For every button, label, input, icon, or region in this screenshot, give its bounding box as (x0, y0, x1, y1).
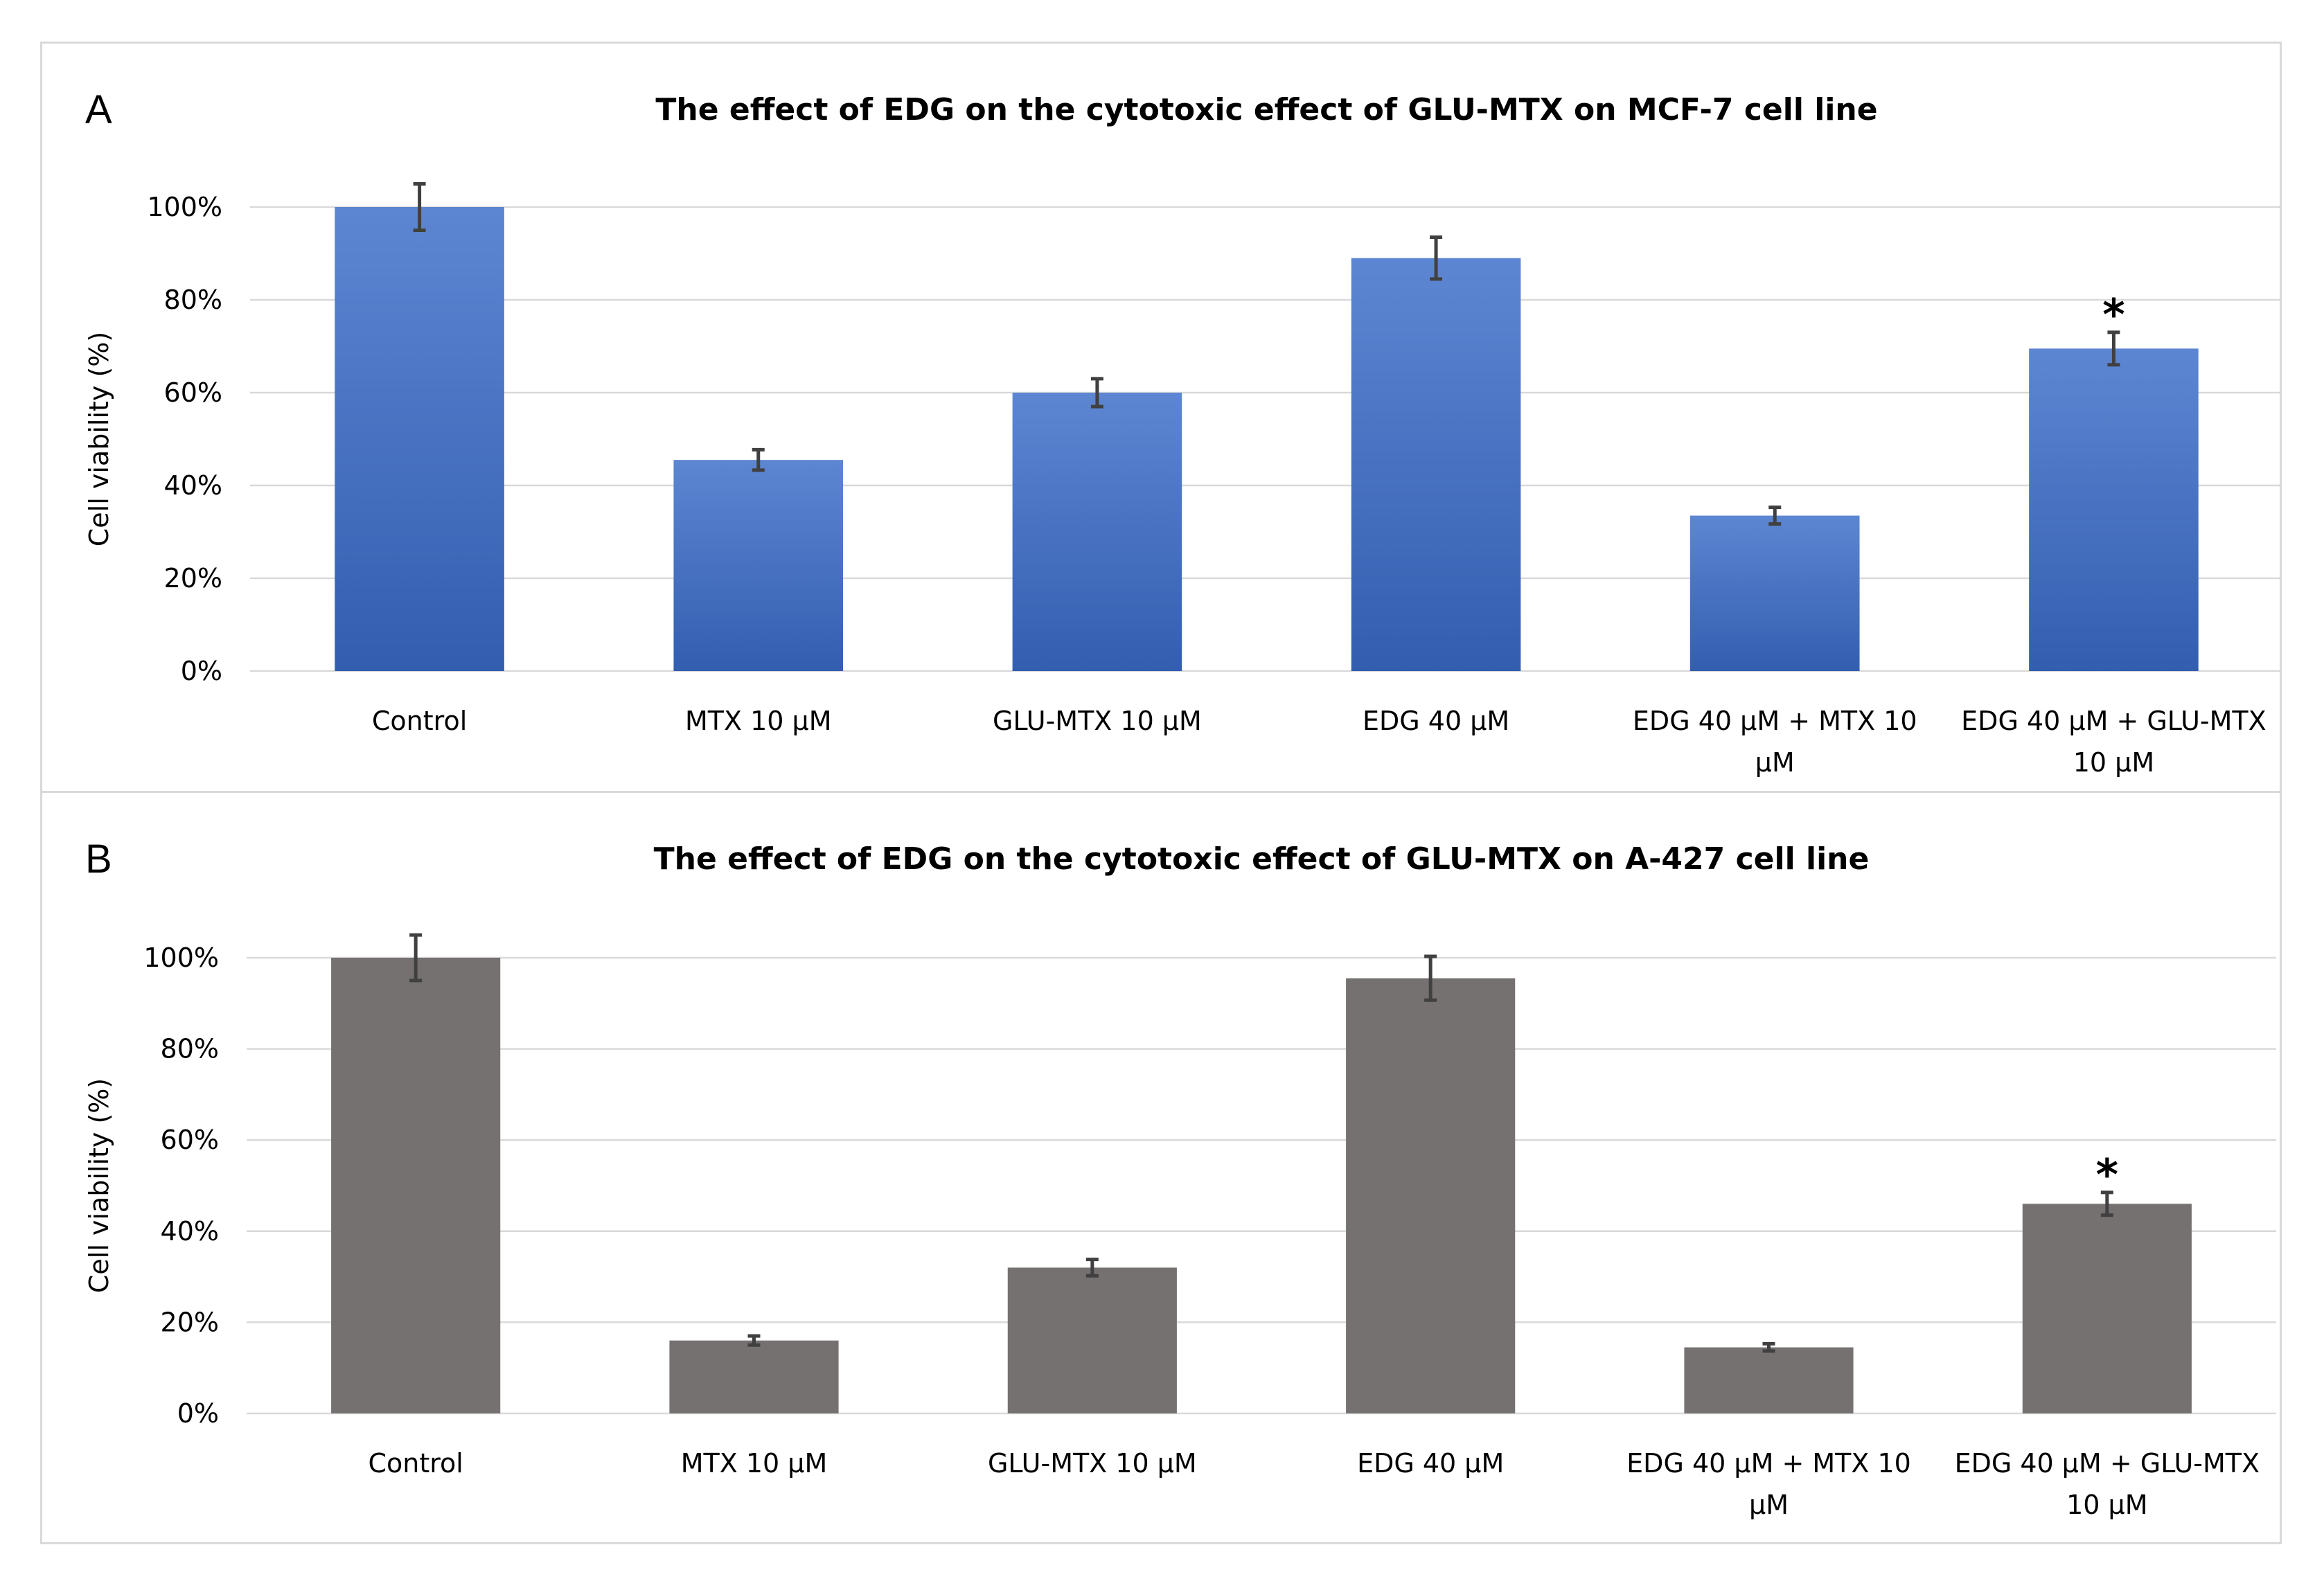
bar (1007, 1267, 1177, 1413)
y-tick-label: 20% (164, 563, 222, 593)
y-tick-label: 100% (143, 943, 219, 973)
y-tick-label: 80% (161, 1034, 219, 1064)
chart-b: B The effect of EDG on the cytotoxic effe… (84, 837, 2276, 1520)
chart-a: A The effect of EDG on the cytotoxic effe… (84, 87, 2280, 778)
bar (1689, 515, 1860, 671)
bar (335, 207, 504, 671)
bar (2022, 1204, 2192, 1413)
y-tick-label: 40% (161, 1216, 219, 1247)
x-category-label: EDG 40 μM (1363, 706, 1509, 736)
bar (1684, 1347, 1854, 1413)
bar (1012, 393, 1182, 671)
significance-marker: * (2102, 289, 2125, 340)
panel-letter: B (85, 837, 112, 882)
bar (331, 958, 501, 1413)
panel-letter: A (85, 87, 112, 132)
x-category-label: EDG 40 μM + MTX 10 (1626, 1448, 1911, 1479)
chart-title: The effect of EDG on the cytotoxic effec… (655, 92, 1877, 127)
y-axis-label: Cell viability (%) (84, 332, 114, 546)
x-category-label: EDG 40 μM + GLU-MTX (1961, 706, 2266, 736)
bar (1351, 258, 1521, 671)
x-category-label: μM (1749, 1490, 1789, 1520)
bar (1346, 978, 1516, 1413)
y-tick-label: 60% (164, 377, 222, 408)
y-tick-label: 0% (177, 1398, 219, 1429)
panel-a: A The effect of EDG on the cytotoxic effe… (40, 42, 2282, 793)
x-category-label: 10 μM (2066, 1490, 2147, 1520)
x-category-label: Control (368, 1448, 463, 1479)
x-category-label: μM (1755, 747, 1795, 778)
bar (673, 460, 844, 671)
x-category-label: GLU-MTX 10 μM (993, 706, 1202, 736)
bar (2029, 348, 2199, 671)
y-axis-label: Cell viability (%) (84, 1078, 114, 1293)
x-category-label: EDG 40 μM (1357, 1448, 1504, 1479)
bar (669, 1340, 839, 1413)
x-category-label: GLU-MTX 10 μM (988, 1448, 1197, 1479)
significance-marker: * (2096, 1150, 2118, 1200)
x-category-label: EDG 40 μM + GLU-MTX (1955, 1448, 2260, 1479)
x-category-label: MTX 10 μM (681, 1448, 828, 1479)
y-tick-label: 100% (147, 192, 222, 222)
x-category-label: MTX 10 μM (685, 706, 832, 736)
x-category-label: Control (372, 706, 467, 736)
y-tick-label: 0% (181, 656, 222, 686)
y-tick-label: 60% (161, 1125, 219, 1155)
panel-b: B The effect of EDG on the cytotoxic effe… (40, 793, 2282, 1544)
x-category-label: 10 μM (2073, 747, 2154, 778)
x-category-label: EDG 40 μM + MTX 10 (1633, 706, 1917, 736)
y-tick-label: 80% (164, 285, 222, 315)
y-tick-label: 40% (164, 470, 222, 501)
chart-title: The effect of EDG on the cytotoxic effec… (654, 841, 1870, 877)
y-tick-label: 20% (161, 1307, 219, 1337)
